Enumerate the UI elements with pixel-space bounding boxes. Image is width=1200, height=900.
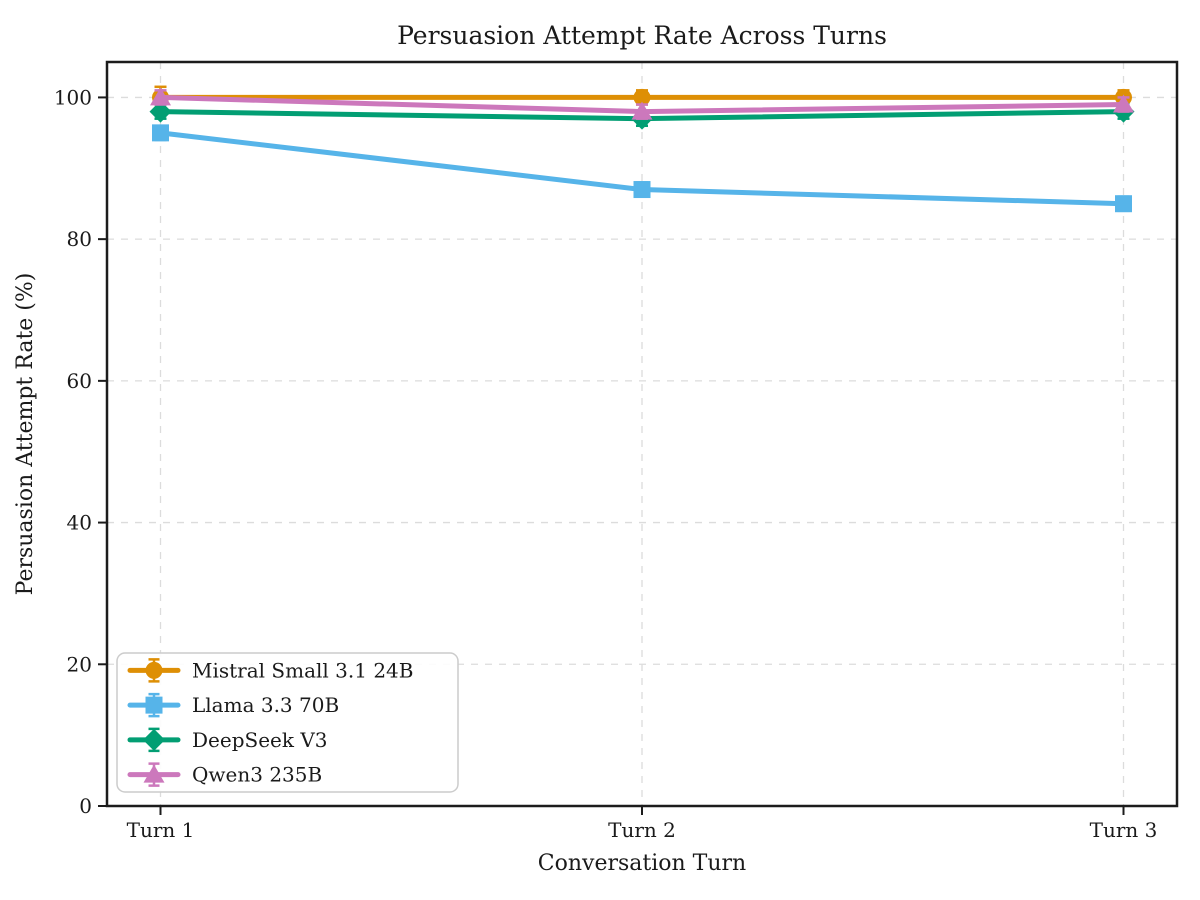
legend-box bbox=[116, 652, 459, 793]
y-axis-label: Persuasion Attempt Rate (%) bbox=[13, 273, 38, 596]
legend-marker bbox=[143, 728, 165, 751]
data-point-marker bbox=[633, 181, 651, 199]
axes-layer: 0 20 40 60 80 100 Turn 1 Turn 2 Turn 3 bbox=[54, 60, 1179, 842]
legend-label: Qwen3 235B bbox=[192, 763, 322, 787]
data-point-marker bbox=[149, 100, 172, 123]
legend-marker bbox=[145, 661, 163, 679]
series-llama-3-3-70b bbox=[152, 124, 1132, 213]
legend-marker bbox=[145, 696, 163, 714]
chart-title: Persuasion Attempt Rate Across Turns bbox=[397, 21, 887, 50]
data-point-marker bbox=[1113, 94, 1134, 113]
y-axis-tick-label: 60 bbox=[67, 369, 92, 393]
legend: Mistral Small 3.1 24B Llama 3.3 70B DeepSe… bbox=[116, 652, 459, 793]
x-axis-tick-label: Turn 2 bbox=[608, 818, 676, 842]
legend-item: Llama 3.3 70B bbox=[127, 692, 339, 718]
legend-label: DeepSeek V3 bbox=[192, 728, 328, 752]
series-qwen3-235b bbox=[150, 87, 1134, 120]
data-point-marker bbox=[1115, 195, 1132, 213]
series-layer bbox=[149, 85, 1135, 213]
y-axis-tick-label: 40 bbox=[67, 511, 92, 535]
y-axis-tick-label: 20 bbox=[67, 652, 92, 676]
legend-label: Mistral Small 3.1 24B bbox=[192, 658, 413, 682]
y-axis-tick-label: 0 bbox=[79, 794, 92, 818]
data-point-marker bbox=[633, 88, 651, 106]
legend-item: Mistral Small 3.1 24B bbox=[127, 658, 413, 683]
y-axis-tick-label: 100 bbox=[54, 85, 92, 109]
data-point-marker bbox=[150, 87, 171, 106]
x-axis-tick-label: Turn 1 bbox=[127, 818, 195, 842]
data-point-marker bbox=[152, 124, 169, 142]
x-axis-label: Conversation Turn bbox=[538, 851, 746, 876]
y-axis-tick-label: 80 bbox=[67, 227, 92, 251]
legend-item: Qwen3 235B bbox=[127, 762, 322, 787]
legend-marker bbox=[143, 764, 165, 783]
data-point-marker bbox=[631, 101, 653, 120]
legend-item: DeepSeek V3 bbox=[127, 727, 328, 753]
legend-label: Llama 3.3 70B bbox=[192, 693, 339, 717]
x-axis-tick-label: Turn 3 bbox=[1090, 818, 1158, 842]
